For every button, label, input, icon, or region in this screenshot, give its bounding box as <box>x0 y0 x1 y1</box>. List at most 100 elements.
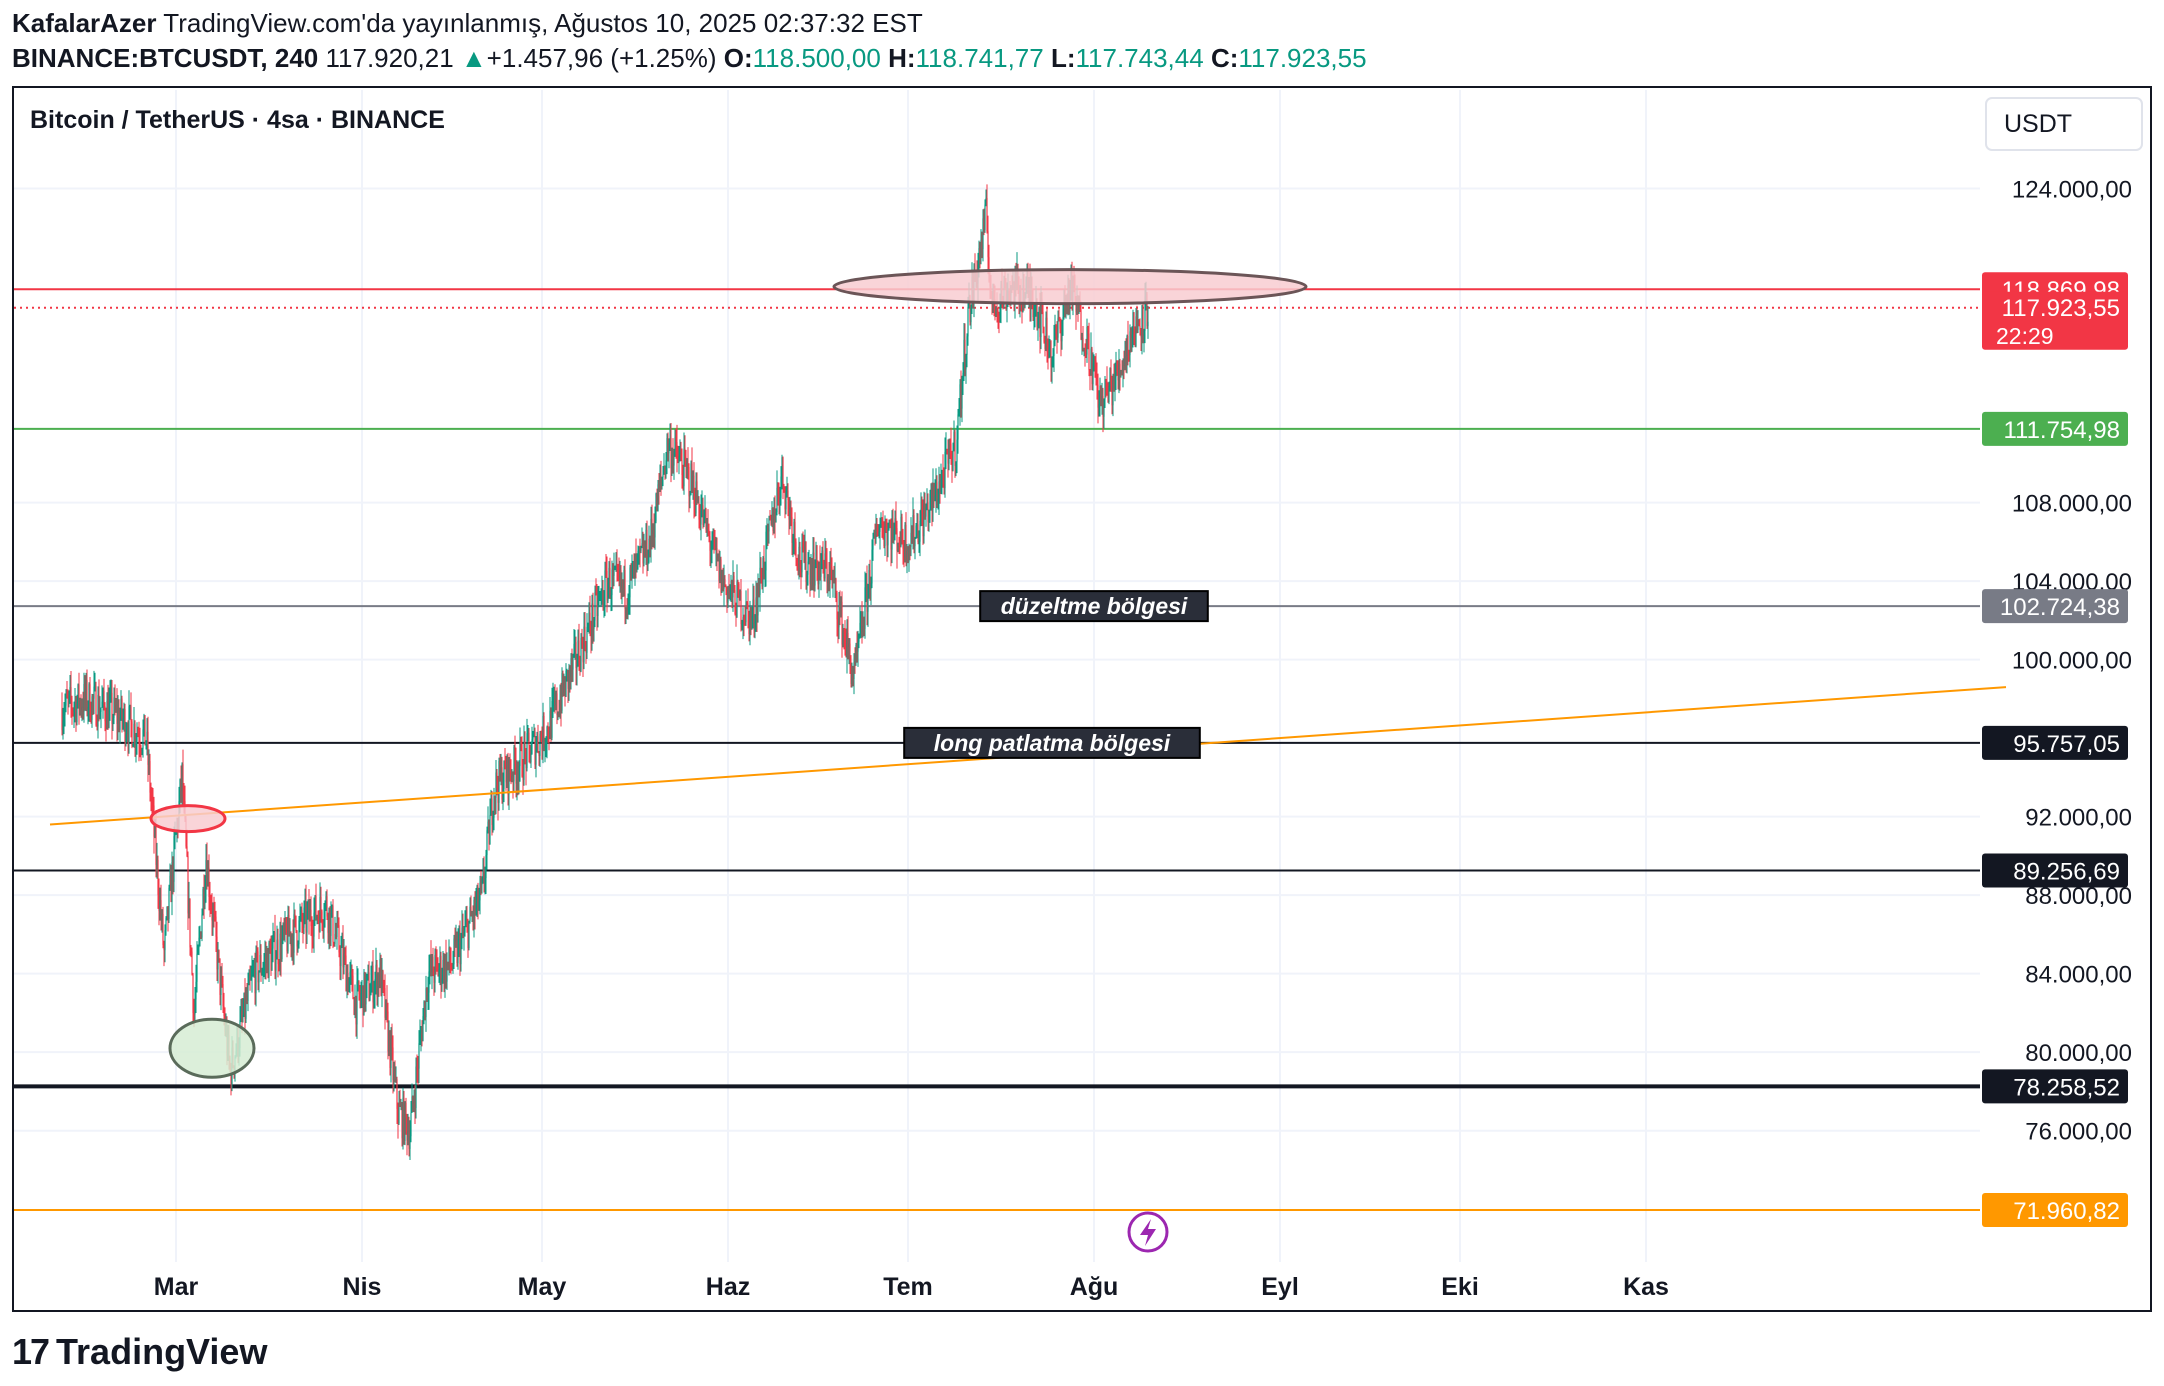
low-value: 117.743,44 <box>1075 43 1204 73</box>
candle-body <box>179 779 181 802</box>
tradingview-footer: 17 TradingView <box>12 1331 267 1373</box>
candle-body <box>1121 370 1123 376</box>
candle-body <box>507 756 509 795</box>
candle-body <box>270 949 272 971</box>
candle-body <box>313 912 315 937</box>
candle-body <box>523 741 525 780</box>
candle-body <box>282 925 284 939</box>
candle-body <box>710 550 712 552</box>
currency-button[interactable]: USDT <box>1985 97 2143 151</box>
candle-body <box>1084 350 1086 355</box>
candle-body <box>1053 340 1055 356</box>
candle-body <box>707 523 709 530</box>
candle-body <box>804 541 806 562</box>
candle-body <box>289 932 291 937</box>
candle-body <box>587 625 589 628</box>
candle-body <box>905 524 907 560</box>
candle-body <box>201 914 203 938</box>
candle-body <box>346 973 348 992</box>
candle-body <box>656 493 658 512</box>
candle-body <box>979 248 981 257</box>
candle-body <box>200 932 202 938</box>
candle-body <box>696 481 698 503</box>
candle-body <box>78 684 80 709</box>
candle-body <box>453 938 455 965</box>
candle-body <box>136 734 138 742</box>
candle-body <box>609 567 611 598</box>
candle-body <box>873 529 875 539</box>
candle-body <box>788 499 790 520</box>
time-tick-label: May <box>518 1273 567 1301</box>
candle-body <box>143 715 145 730</box>
candle-body <box>405 1102 407 1118</box>
candle-body <box>888 526 890 530</box>
candle-body <box>357 981 359 983</box>
candle-body <box>1051 360 1053 367</box>
candle-body <box>684 448 686 458</box>
candle-body <box>746 601 748 604</box>
candle-body <box>100 707 102 712</box>
candle-body <box>412 1096 414 1104</box>
candle-body <box>702 505 704 525</box>
candle-body <box>1047 352 1049 357</box>
candle-body <box>581 637 583 644</box>
candle-body <box>1099 385 1101 405</box>
candle-body <box>984 204 986 230</box>
price-label-text: 89.256,69 <box>2013 858 2120 885</box>
brand-name: TradingView <box>56 1331 268 1372</box>
candle-body <box>450 964 452 967</box>
candle-body <box>827 577 829 583</box>
annotation-text: düzeltme bölgesi <box>1001 593 1188 619</box>
lightning-icon[interactable] <box>1127 1211 1169 1253</box>
candle-body <box>249 974 251 980</box>
candle-body <box>557 712 559 716</box>
candle-body <box>445 955 447 982</box>
candle-body <box>842 631 844 645</box>
candle-body <box>772 507 774 531</box>
price-label-bg <box>1982 411 2128 446</box>
candle-body <box>579 664 581 672</box>
candle-body <box>432 956 434 976</box>
candle-body <box>74 700 76 707</box>
candle-body <box>572 654 574 670</box>
candle-body <box>454 938 456 941</box>
candle-body <box>598 596 600 601</box>
candle-body <box>547 727 549 737</box>
candle-body <box>938 481 940 500</box>
candle-body <box>148 761 150 765</box>
high-value: 118.741,77 <box>915 43 1044 73</box>
highlight-ellipse <box>168 1017 256 1079</box>
candle-body <box>117 710 119 724</box>
candle-body <box>948 440 950 464</box>
candle-body <box>328 908 330 933</box>
candle-body <box>911 532 913 544</box>
candle-body <box>735 613 737 618</box>
candle-body <box>482 870 484 879</box>
candle-body <box>786 490 788 492</box>
candle-body <box>643 547 645 564</box>
candle-body <box>813 552 815 586</box>
low-label: L: <box>1050 43 1076 73</box>
candle-body <box>1077 298 1079 314</box>
candle-body <box>337 922 339 926</box>
candle-body <box>316 916 318 920</box>
candle-body <box>428 971 430 993</box>
candle-body <box>137 734 139 737</box>
candle-body <box>515 764 517 784</box>
candle-body <box>706 523 708 530</box>
candle-body <box>645 529 647 556</box>
candle-body <box>1087 327 1089 334</box>
candle-body <box>958 408 960 415</box>
candle-body <box>934 495 936 502</box>
candle-body <box>514 746 516 765</box>
candle-body <box>967 306 969 337</box>
candle-body <box>332 905 334 943</box>
candle-body <box>610 595 612 598</box>
candle-body <box>104 705 106 722</box>
candle-body <box>99 711 101 718</box>
candle-body <box>407 1131 409 1141</box>
candle-body <box>388 1031 390 1052</box>
candle-body <box>422 1016 424 1041</box>
candle-body <box>534 731 536 765</box>
